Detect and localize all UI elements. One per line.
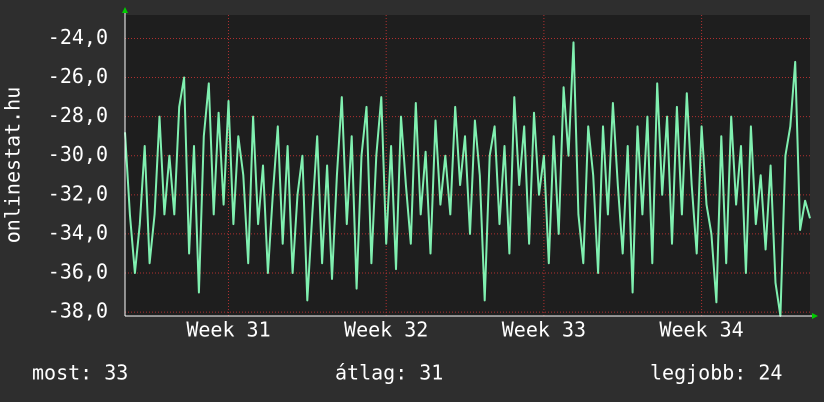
- axis-arrow: [812, 313, 818, 319]
- stat-label: átlag:: [335, 361, 407, 385]
- stat-value: 33: [104, 361, 128, 385]
- x-tick-label: Week 32: [344, 318, 428, 342]
- data-line: [124, 41, 811, 317]
- y-tick-label: -38,0: [48, 299, 108, 323]
- axis-arrow: [122, 7, 128, 13]
- y-tick-label: -36,0: [48, 260, 108, 284]
- stat-value: 31: [419, 361, 443, 385]
- y-tick-label: -26,0: [48, 64, 108, 88]
- y-tick-label: -30,0: [48, 142, 108, 166]
- y-tick-label: -24,0: [48, 25, 108, 49]
- y-axis-label: onlinestat.hu: [1, 87, 25, 244]
- y-tick-label: -28,0: [48, 103, 108, 127]
- x-tick-label: Week 34: [659, 318, 743, 342]
- stat-label: legjobb:: [650, 361, 746, 385]
- stat-label: most:: [32, 361, 92, 385]
- stat-value: 24: [758, 361, 782, 385]
- x-tick-label: Week 33: [502, 318, 586, 342]
- x-tick-label: Week 31: [186, 318, 270, 342]
- y-tick-label: -34,0: [48, 220, 108, 244]
- y-tick-label: -32,0: [48, 181, 108, 205]
